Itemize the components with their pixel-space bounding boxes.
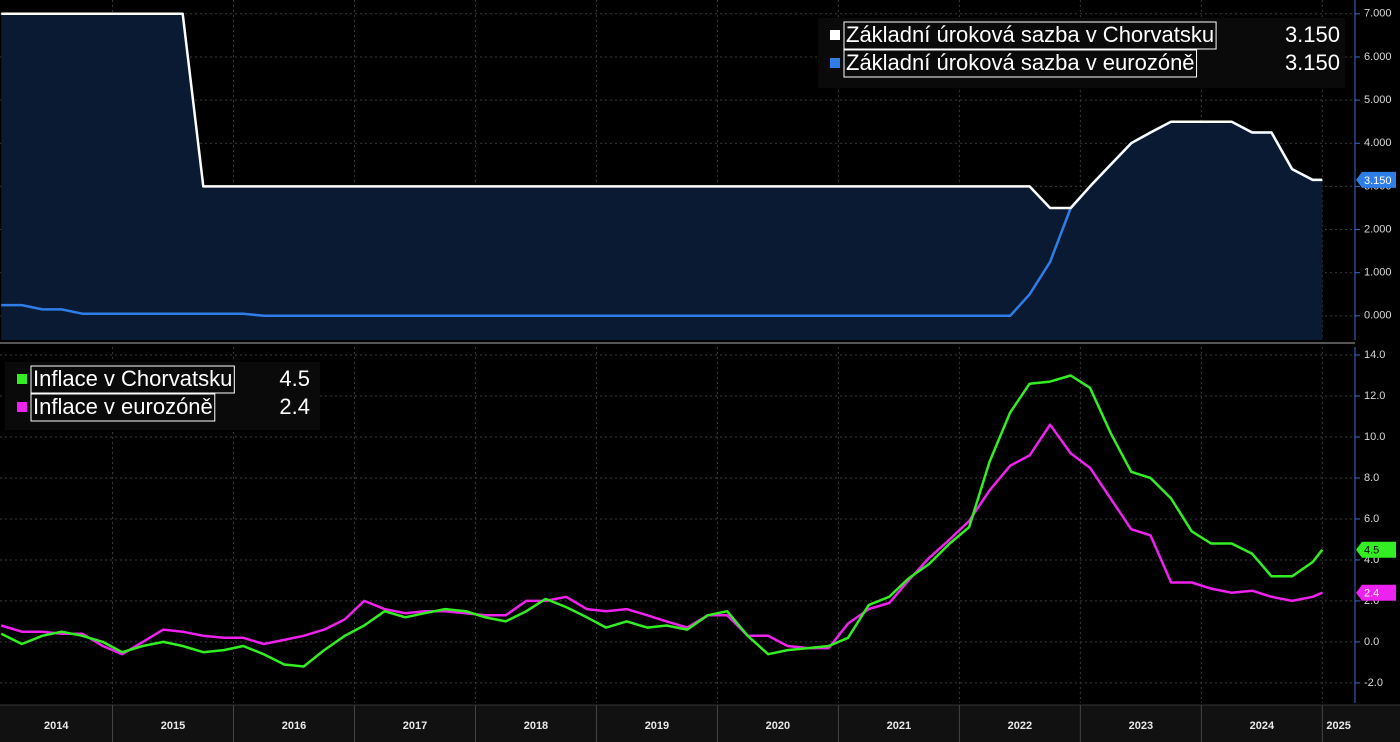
legend-label: Inflace v Chorvatsku bbox=[33, 366, 232, 391]
y-tick-label: 8.0 bbox=[1364, 472, 1379, 484]
legend-box bbox=[818, 18, 1345, 88]
legend-swatch bbox=[830, 58, 840, 68]
y-tick-label: 1.000 bbox=[1364, 267, 1392, 279]
x-tick-label: 2019 bbox=[645, 720, 669, 732]
legend-label-outline bbox=[843, 21, 1217, 50]
x-tick-label: 2014 bbox=[44, 720, 69, 732]
legend-value: 2.4 bbox=[279, 394, 310, 419]
axis-tag bbox=[1356, 541, 1396, 558]
legend-label-outline bbox=[30, 365, 235, 394]
x-tick-label: 2021 bbox=[887, 720, 911, 732]
legend-label: Základní úroková sazba v eurozóně bbox=[846, 50, 1195, 75]
x-tick-label: 2015 bbox=[161, 720, 185, 732]
y-tick-label: 14.0 bbox=[1364, 349, 1385, 361]
x-tick-label: 2016 bbox=[282, 720, 306, 732]
line bbox=[0, 374, 1324, 668]
x-tick-label: 2020 bbox=[766, 720, 790, 732]
y-tick-label: 4.000 bbox=[1364, 137, 1392, 149]
axis-tag bbox=[1356, 584, 1396, 601]
y-tick-label: 10.0 bbox=[1364, 431, 1385, 443]
legend-value: 3.150 bbox=[1285, 50, 1340, 75]
x-axis-strip bbox=[0, 705, 1400, 742]
legend-box bbox=[5, 362, 320, 430]
axis-tag-label: 3.150 bbox=[1364, 175, 1392, 187]
legend-swatch bbox=[17, 374, 27, 384]
y-tick-label: 6.000 bbox=[1364, 51, 1392, 63]
line bbox=[1, 12, 1323, 210]
y-tick-label: -2.0 bbox=[1364, 677, 1383, 689]
y-tick-label: 0.000 bbox=[1364, 310, 1392, 322]
y-tick-label: 6.0 bbox=[1364, 513, 1379, 525]
legend-label-outline bbox=[843, 49, 1198, 78]
legend-label-outline bbox=[30, 393, 216, 422]
legend-value: 3.150 bbox=[1285, 22, 1340, 47]
y-tick-label: 0.0 bbox=[1364, 636, 1379, 648]
line bbox=[0, 423, 1323, 656]
x-tick-label: 2023 bbox=[1129, 720, 1153, 732]
y-tick-label: 7.000 bbox=[1364, 8, 1392, 20]
axis-tag-label: 2.4 bbox=[1364, 588, 1379, 600]
y-tick-label: 12.0 bbox=[1364, 390, 1385, 402]
axis-tag bbox=[1356, 171, 1396, 188]
legend-label: Základní úroková sazba v Chorvatsku bbox=[846, 22, 1214, 47]
area bbox=[1, 13, 1323, 341]
x-tick-label: 2024 bbox=[1250, 720, 1275, 732]
y-tick-label: 2.000 bbox=[1364, 223, 1392, 235]
legend-value: 4.5 bbox=[279, 366, 310, 391]
axis-tag-label: 4.5 bbox=[1364, 545, 1379, 557]
legend-swatch bbox=[830, 30, 840, 40]
legend-swatch bbox=[17, 402, 27, 412]
x-tick-label: 2022 bbox=[1008, 720, 1032, 732]
x-tick-label: 2018 bbox=[524, 720, 548, 732]
x-tick-label: 2025 bbox=[1326, 720, 1350, 732]
x-tick-label: 2017 bbox=[403, 720, 427, 732]
legend-label: Inflace v eurozóně bbox=[33, 394, 213, 419]
y-tick-label: 5.000 bbox=[1364, 94, 1392, 106]
